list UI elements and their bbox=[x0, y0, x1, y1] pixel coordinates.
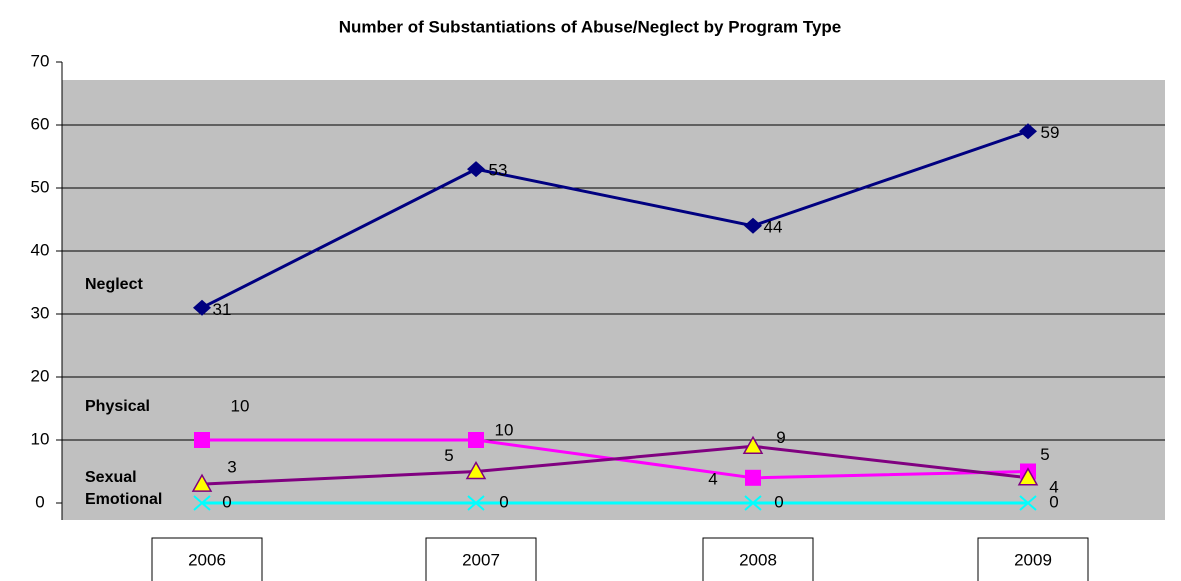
marker bbox=[468, 432, 484, 448]
marker bbox=[744, 495, 762, 511]
y-tick-label: 30 bbox=[31, 303, 50, 322]
x-tick-label: 2009 bbox=[1014, 550, 1052, 569]
data-label: 59 bbox=[1041, 123, 1060, 142]
series-name: Sexual bbox=[85, 469, 137, 486]
data-label: 5 bbox=[444, 446, 453, 465]
series-line bbox=[201, 444, 1029, 486]
x-tick-label: 2006 bbox=[188, 550, 226, 569]
data-label: 4 bbox=[708, 469, 717, 488]
chart-title: Number of Substantiations of Abuse/Negle… bbox=[339, 17, 842, 36]
marker bbox=[193, 495, 211, 511]
series-line bbox=[201, 129, 1029, 310]
data-label: 0 bbox=[222, 492, 231, 511]
marker bbox=[1019, 495, 1037, 511]
data-label: 9 bbox=[776, 428, 785, 447]
data-label: 0 bbox=[774, 492, 783, 511]
series-name: Emotional bbox=[85, 491, 162, 508]
data-label: 53 bbox=[489, 161, 508, 180]
y-tick-label: 60 bbox=[31, 114, 50, 133]
marker bbox=[467, 495, 485, 511]
x-tick-label: 2008 bbox=[739, 550, 777, 569]
y-tick-label: 20 bbox=[31, 366, 50, 385]
marker bbox=[194, 432, 210, 448]
marker bbox=[742, 435, 764, 455]
data-label: 0 bbox=[499, 492, 508, 511]
y-tick-label: 70 bbox=[31, 51, 50, 70]
series-name: Neglect bbox=[85, 276, 143, 293]
x-label-box bbox=[977, 537, 1089, 581]
x-label-box bbox=[151, 537, 263, 581]
data-label: 0 bbox=[1049, 492, 1058, 511]
x-label-box bbox=[702, 537, 814, 581]
marker bbox=[193, 299, 211, 316]
series-name: Physical bbox=[85, 398, 150, 415]
plot-area bbox=[62, 80, 1165, 520]
x-tick-label: 2007 bbox=[462, 550, 500, 569]
x-label-box bbox=[425, 537, 537, 581]
marker bbox=[191, 473, 213, 492]
data-label: 31 bbox=[213, 300, 232, 319]
marker bbox=[465, 460, 487, 480]
data-label: 44 bbox=[764, 217, 783, 236]
y-tick-label: 10 bbox=[31, 429, 50, 448]
data-label: 10 bbox=[495, 420, 514, 439]
data-label: 3 bbox=[227, 458, 236, 477]
marker bbox=[467, 161, 485, 178]
y-tick-label: 0 bbox=[35, 492, 44, 511]
data-label: 5 bbox=[1040, 445, 1049, 464]
marker bbox=[744, 217, 762, 234]
marker bbox=[1019, 123, 1037, 140]
y-tick-label: 40 bbox=[31, 240, 50, 259]
marker bbox=[745, 469, 761, 486]
data-label: 10 bbox=[231, 396, 250, 415]
data-label: 4 bbox=[1049, 477, 1058, 496]
y-tick-label: 50 bbox=[31, 177, 50, 196]
marker bbox=[1017, 467, 1039, 486]
